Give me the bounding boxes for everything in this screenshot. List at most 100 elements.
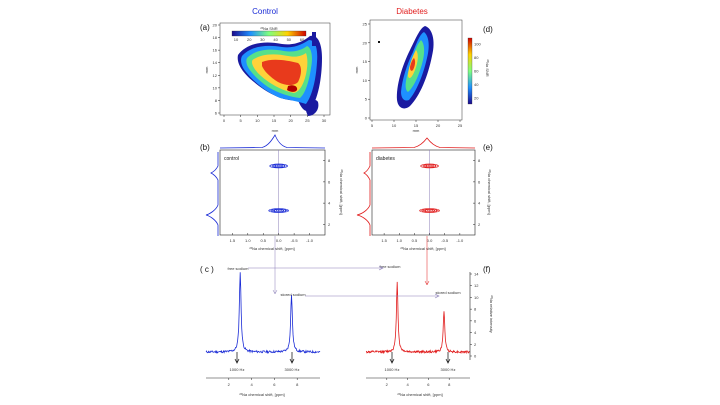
- axis-a-xlabel: mm: [272, 128, 279, 133]
- x-tick-label: 1.0: [245, 238, 251, 243]
- y-tick-label: 2: [478, 222, 481, 227]
- projection-e-top: [371, 137, 476, 149]
- panel-label-d: (d): [483, 25, 493, 34]
- connectors: [248, 236, 440, 299]
- x-tick-label: 0.0: [427, 238, 433, 243]
- spectrum-f-line: [365, 281, 471, 355]
- legend-b: control: [224, 156, 239, 162]
- x-tick-label: 25: [305, 118, 310, 123]
- x-tick-label: 5: [240, 118, 243, 123]
- y-tick-label: 0: [365, 116, 368, 121]
- projection-e-left: [356, 152, 371, 236]
- y-tick-label: 8: [474, 307, 477, 312]
- y-tick-label: 8: [215, 98, 218, 103]
- colorbar-a-tick: 10: [234, 37, 239, 42]
- y-tick-label: 10: [213, 85, 218, 90]
- annotation-f-stored-sodium: stored sodium: [435, 290, 461, 295]
- y-tick-label: 10: [474, 295, 479, 300]
- panel-label-c: ( c ): [200, 265, 214, 274]
- spectrum2d-panel-b: 1.5 1.0 0.5 0.0 -0.5 -1.0 2 4 6 8 control ²³Na c…: [205, 134, 344, 251]
- y-tick-label: 4: [328, 201, 331, 206]
- y-tick-label: 0: [474, 354, 477, 359]
- y-tick-label: 2: [328, 222, 331, 227]
- axis-b-xlabel: ²³Na chemical shift, [ppm]: [249, 246, 294, 251]
- axis-c-xlabel: ²³Na chemical shift, [ppm]: [239, 392, 284, 397]
- x-tick-label: 10: [255, 118, 260, 123]
- colorbar-a-label: ²³Na SNR: [260, 26, 277, 31]
- y-tick-label: 20: [213, 23, 218, 28]
- connector-b-down-head: [272, 289, 278, 295]
- axis-b-ylabel: ²³Na chemical shift, [ppm]: [339, 169, 344, 214]
- colorbar-a-tick: 30: [260, 37, 265, 42]
- panel-label-f: (f): [483, 265, 491, 274]
- x-tick-label: -0.5: [441, 238, 449, 243]
- y-tick-label: 10: [363, 78, 368, 83]
- y-tick-label: 4: [478, 201, 481, 206]
- annotation-c-1000hz: 1000 Hz: [230, 367, 245, 372]
- colorbar-d-tick: 40: [474, 82, 479, 87]
- y-tick-label: 18: [213, 35, 218, 40]
- spectrum1d-panel-f: 2 4 6 8 0 2 4 6 8 10 12 14 free sodium stored sodi…: [365, 264, 494, 397]
- x-tick-label: 20: [288, 118, 293, 123]
- arrow-c-3000hz: [289, 352, 295, 364]
- colorbar-d-tick: 20: [474, 96, 479, 101]
- spectrum-c-line: [205, 272, 321, 355]
- connector-e-down-head: [424, 280, 430, 286]
- heatmap-d-speck: [378, 41, 380, 43]
- x-tick-label: 2: [228, 382, 231, 387]
- axis-a-ylabel: mm: [204, 66, 209, 73]
- axis-f-ylabel: ²³Na relative intensity: [489, 295, 494, 333]
- y-tick-label: 8: [478, 158, 481, 163]
- arrow-f-3000hz: [445, 352, 451, 364]
- projection-b-left: [205, 152, 219, 236]
- y-tick-label: 2: [474, 342, 477, 347]
- spectrum2d-panel-e: 1.5 1.0 0.5 0.0 -0.5 -1.0 2 4 6 8 diabetes ²³Na …: [356, 137, 492, 251]
- x-tick-label: 1.0: [396, 238, 402, 243]
- x-tick-label: 15: [414, 123, 419, 128]
- x-tick-label: 30: [322, 118, 327, 123]
- arrow-c-1000hz: [234, 352, 240, 364]
- y-tick-label: 14: [474, 272, 479, 277]
- x-tick-label: 15: [272, 118, 277, 123]
- heatmap-panel-a: ²³Na SNR 10 20 30 40 50 60 0 5 10 15 20 25 30 6 8 10 1…: [204, 22, 331, 133]
- colorbar-a: [231, 30, 307, 37]
- x-tick-label: 0: [223, 118, 226, 123]
- colorbar-a-tick: 60: [300, 37, 305, 42]
- y-tick-label: 6: [478, 179, 481, 184]
- heatmap-a-tail: [305, 99, 319, 116]
- colorbar-d-tick: 80: [474, 55, 479, 60]
- x-tick-label: 0.5: [412, 238, 418, 243]
- x-tick-label: 0.0: [276, 238, 282, 243]
- panel-label-b: (b): [200, 143, 210, 152]
- heatmap-d-layer4: [410, 58, 416, 71]
- y-tick-label: 12: [474, 283, 479, 288]
- x-tick-label: -1.0: [456, 238, 464, 243]
- annotation-f-free-sodium: free sodium: [380, 264, 402, 269]
- colorbar-d-tick: 100: [474, 42, 481, 47]
- heatmap-a-speck: [312, 32, 316, 46]
- legend-e: diabetes: [376, 156, 395, 162]
- axis-e-xlabel: ²³Na chemical shift, [ppm]: [400, 246, 445, 251]
- colorbar-d-tick: 60: [474, 69, 479, 74]
- panel-label-a: (a): [200, 23, 210, 32]
- x-tick-label: 1.5: [381, 238, 387, 243]
- y-tick-label: 6: [215, 111, 218, 116]
- colorbar-a-tick: 50: [287, 37, 292, 42]
- heatmap-a-frame: [219, 22, 331, 116]
- y-tick-label: 14: [213, 60, 218, 65]
- x-tick-label: 10: [392, 123, 397, 128]
- x-tick-label: 2: [386, 382, 389, 387]
- annotation-f-3000hz: 3000 Hz: [441, 367, 456, 372]
- heatmap-a-layer4: [262, 59, 301, 85]
- y-tick-label: 20: [363, 40, 368, 45]
- colorbar-a-tick: 40: [273, 37, 278, 42]
- spectrum1d-panel-c: 2 4 6 8 free sodium stored sodium 1000 Hz 3…: [205, 266, 321, 397]
- y-tick-label: 6: [474, 318, 477, 323]
- x-tick-label: 0.5: [260, 238, 266, 243]
- title-control: Control: [252, 7, 278, 16]
- x-tick-label: 6: [427, 382, 430, 387]
- arrow-f-1000hz: [389, 352, 395, 364]
- colorbar-d: [467, 37, 473, 105]
